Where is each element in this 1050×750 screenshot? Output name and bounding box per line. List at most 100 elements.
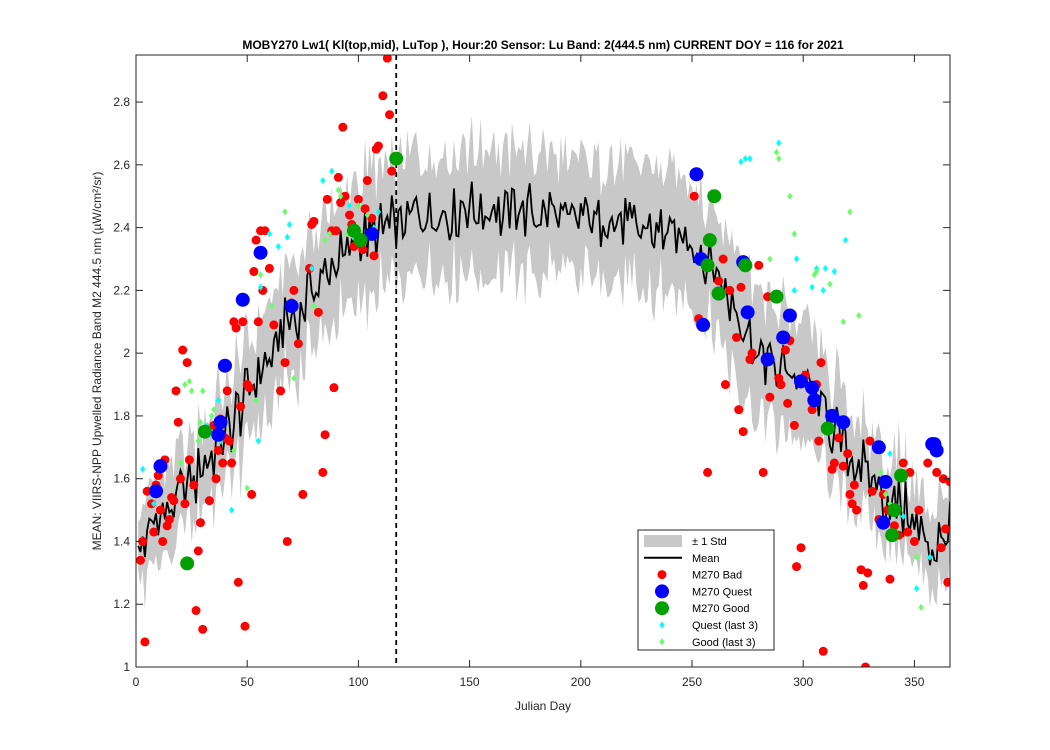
point-good <box>197 424 212 439</box>
y-tick-label: 1.4 <box>113 534 130 548</box>
point-bad <box>714 276 724 286</box>
point-quest-last3 <box>820 286 826 294</box>
point-good-last3 <box>291 374 297 382</box>
point-bad <box>818 646 828 656</box>
point-good-last3 <box>918 603 924 611</box>
point-bad <box>340 191 350 201</box>
y-tick-label: 1.2 <box>113 597 130 611</box>
point-bad <box>276 386 286 396</box>
y-tick-label: 2.6 <box>113 158 130 172</box>
point-quest <box>235 292 250 307</box>
point-bad <box>789 420 799 430</box>
point-bad <box>373 141 383 151</box>
point-bad <box>776 380 786 390</box>
point-quest <box>284 299 299 314</box>
point-bad <box>378 91 388 101</box>
point-good-last3 <box>791 230 797 238</box>
point-bad <box>362 176 372 186</box>
point-bad <box>247 489 257 499</box>
point-good-last3 <box>878 468 884 476</box>
point-quest <box>878 474 893 489</box>
point-bad <box>333 172 343 182</box>
point-quest-last3 <box>776 139 782 147</box>
point-good-last3 <box>322 236 328 244</box>
point-good <box>180 556 195 571</box>
point-quest-last3 <box>793 255 800 263</box>
point-quest <box>740 305 755 320</box>
point-quest-last3 <box>329 167 335 175</box>
point-bad <box>191 606 201 616</box>
point-bad <box>329 383 339 393</box>
point-bad <box>843 449 853 459</box>
point-good-last3 <box>311 302 317 310</box>
point-quest-last3 <box>140 465 146 473</box>
point-bad <box>796 543 806 553</box>
point-bad <box>845 489 855 499</box>
point-quest-last3 <box>831 268 837 276</box>
x-tick-label: 300 <box>793 675 813 689</box>
point-bad <box>903 527 913 537</box>
point-bad <box>816 358 826 368</box>
point-bad <box>218 458 228 468</box>
point-bad <box>367 213 377 223</box>
point-bad <box>169 496 179 506</box>
point-good <box>887 503 902 518</box>
point-bad <box>923 458 933 468</box>
point-good <box>711 286 726 301</box>
point-good-last3 <box>767 255 773 263</box>
point-good-last3 <box>364 211 370 219</box>
point-quest <box>253 245 268 260</box>
point-bad <box>189 480 199 490</box>
point-bad <box>198 624 208 634</box>
point-bad <box>222 386 232 396</box>
point-quest-last3 <box>738 158 744 166</box>
point-bad <box>943 577 950 587</box>
legend-label: Good (last 3) <box>692 637 756 649</box>
point-good <box>769 289 784 304</box>
point-bad <box>765 392 775 402</box>
point-quest <box>149 484 164 499</box>
point-bad <box>689 191 699 201</box>
point-bad <box>865 436 875 446</box>
point-bad <box>293 339 303 349</box>
point-quest-last3 <box>255 437 261 445</box>
legend-swatch-good-last3 <box>659 638 665 646</box>
point-bad <box>238 317 248 327</box>
point-bad <box>175 474 185 484</box>
point-bad <box>309 216 319 226</box>
point-good-last3 <box>257 271 264 279</box>
legend: ± 1 Std Mean M270 Bad M270 Quest M270 Good Qu… <box>637 529 775 651</box>
point-bad <box>313 307 323 317</box>
point-good <box>700 258 715 273</box>
point-bad <box>847 499 857 509</box>
point-bad <box>224 436 234 446</box>
point-bad <box>338 122 348 132</box>
point-good-last3 <box>282 208 288 216</box>
point-bad <box>852 505 862 515</box>
point-good-last3 <box>208 412 215 420</box>
point-good-last3 <box>177 459 184 467</box>
point-bad <box>269 320 279 330</box>
point-quest-last3 <box>887 450 893 458</box>
point-bad <box>182 358 192 368</box>
legend-label: ± 1 Std <box>692 536 727 548</box>
point-bad <box>856 565 866 575</box>
point-bad <box>140 637 150 647</box>
point-bad <box>260 226 270 236</box>
point-good-last3 <box>914 553 920 561</box>
point-good <box>353 233 368 248</box>
point-bad <box>149 527 159 537</box>
point-quest <box>782 308 797 323</box>
point-quest-last3 <box>320 177 326 185</box>
point-good-last3 <box>337 192 344 200</box>
point-bad <box>142 486 152 496</box>
point-bad <box>289 285 299 295</box>
point-bad <box>158 536 168 546</box>
point-bad <box>369 251 379 261</box>
point-good-last3 <box>882 490 889 498</box>
point-bad <box>932 467 942 477</box>
point-bad <box>282 536 292 546</box>
point-quest-last3 <box>215 396 221 404</box>
point-quest-last3 <box>229 506 235 514</box>
point-bad <box>807 405 817 415</box>
